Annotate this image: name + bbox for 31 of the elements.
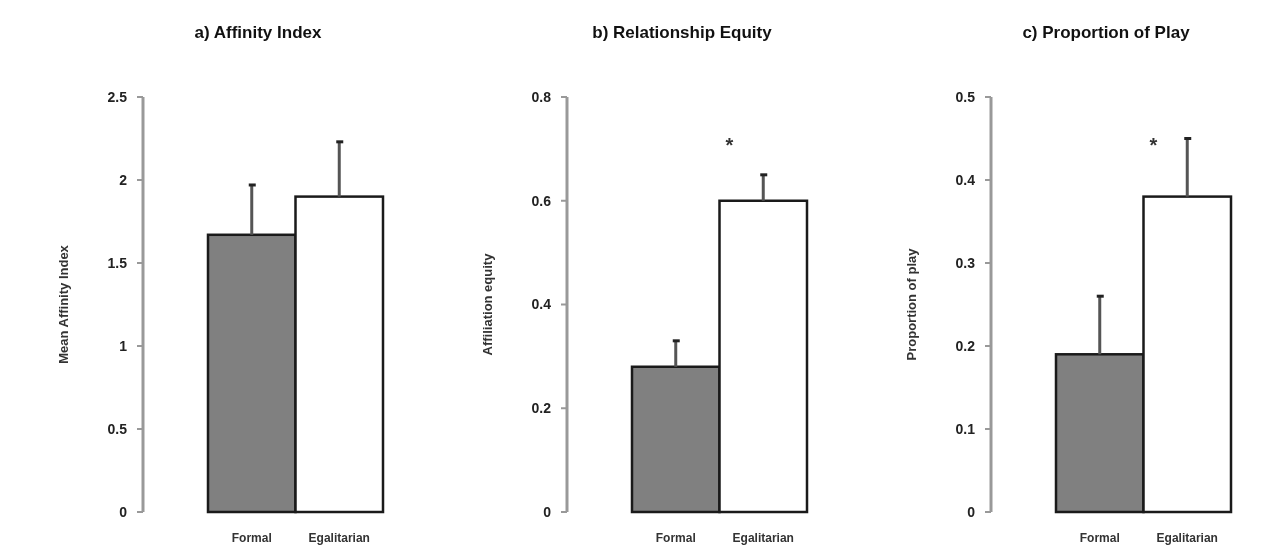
y-tick-label: 0.4: [955, 171, 976, 188]
y-tick-label: 0.1: [955, 420, 976, 437]
y-tick-label: 0: [543, 503, 552, 520]
y-tick-label: 0.6: [531, 192, 552, 209]
y-tick-label: 0.3: [955, 254, 976, 271]
annotation: *: [1149, 134, 1158, 156]
y-tick-label: 0.4: [531, 296, 552, 313]
y-axis-title: Mean Affinity Index: [56, 244, 71, 364]
y-tick-label: 0.5: [107, 420, 128, 437]
x-tick-label: Egalitarian: [1156, 531, 1218, 545]
x-tick-label: Formal: [655, 531, 696, 545]
y-tick-label: 0: [119, 503, 128, 520]
y-tick-label: 2.5: [107, 88, 128, 105]
y-tick-label: 1: [119, 337, 128, 354]
y-tick-label: 0: [967, 503, 976, 520]
y-tick-label: 0.5: [955, 88, 976, 105]
x-tick-label: Egalitarian: [732, 531, 794, 545]
y-tick-label: 1.5: [107, 254, 128, 271]
y-tick-label: 2: [119, 171, 128, 188]
y-axis-title: Proportion of play: [904, 247, 919, 361]
chart-title: c) Proportion of Play: [1022, 23, 1191, 42]
y-tick-label: 0.2: [531, 400, 552, 417]
x-tick-label: Formal: [1079, 531, 1120, 545]
annotation: *: [725, 134, 734, 156]
chart-title: a) Affinity Index: [194, 23, 322, 42]
x-tick-label: Formal: [231, 531, 272, 545]
y-axis-title: Affiliation equity: [480, 252, 495, 356]
chart-title: b) Relationship Equity: [592, 23, 773, 42]
y-tick-label: 0.2: [955, 337, 976, 354]
y-tick-label: 0.8: [531, 88, 552, 105]
x-tick-label: Egalitarian: [308, 531, 370, 545]
